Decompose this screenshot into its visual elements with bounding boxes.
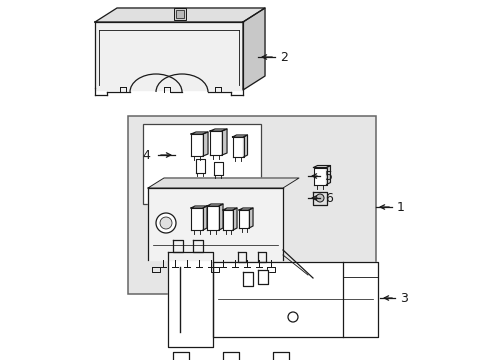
Circle shape — [160, 217, 172, 229]
Polygon shape — [206, 206, 219, 230]
Circle shape — [315, 194, 324, 202]
Circle shape — [156, 213, 176, 233]
Polygon shape — [209, 131, 222, 155]
Polygon shape — [223, 208, 237, 210]
Polygon shape — [232, 135, 247, 137]
Polygon shape — [206, 204, 223, 206]
Text: 3: 3 — [399, 292, 407, 305]
Polygon shape — [191, 134, 203, 156]
Text: 5: 5 — [325, 170, 332, 183]
Polygon shape — [313, 167, 326, 185]
Polygon shape — [243, 8, 264, 90]
Polygon shape — [243, 135, 247, 157]
Text: 2: 2 — [280, 50, 287, 63]
Text: 6: 6 — [325, 192, 332, 204]
Polygon shape — [239, 210, 248, 228]
Bar — [128, 116, 375, 294]
Polygon shape — [326, 166, 330, 185]
Polygon shape — [191, 208, 203, 230]
Polygon shape — [148, 178, 298, 188]
Polygon shape — [243, 272, 252, 286]
Polygon shape — [191, 132, 207, 134]
Bar — [174, 8, 185, 20]
Bar — [142, 124, 261, 204]
Polygon shape — [95, 22, 243, 90]
Polygon shape — [239, 208, 252, 210]
Circle shape — [287, 312, 297, 322]
Polygon shape — [258, 270, 267, 284]
Polygon shape — [203, 132, 207, 156]
Bar — [176, 10, 183, 18]
Polygon shape — [168, 252, 213, 347]
Polygon shape — [222, 129, 226, 155]
Polygon shape — [203, 206, 206, 230]
Polygon shape — [312, 192, 326, 204]
Polygon shape — [95, 8, 264, 22]
Polygon shape — [213, 262, 377, 337]
Polygon shape — [223, 210, 232, 230]
Polygon shape — [195, 159, 204, 173]
Polygon shape — [232, 137, 243, 157]
Text: 1: 1 — [396, 201, 404, 213]
Polygon shape — [219, 204, 223, 230]
Polygon shape — [191, 206, 206, 208]
Polygon shape — [209, 129, 226, 131]
Text: 4: 4 — [142, 149, 150, 162]
Polygon shape — [213, 162, 222, 175]
Polygon shape — [232, 208, 237, 230]
Polygon shape — [248, 208, 252, 228]
Polygon shape — [313, 166, 330, 167]
Polygon shape — [148, 188, 283, 260]
